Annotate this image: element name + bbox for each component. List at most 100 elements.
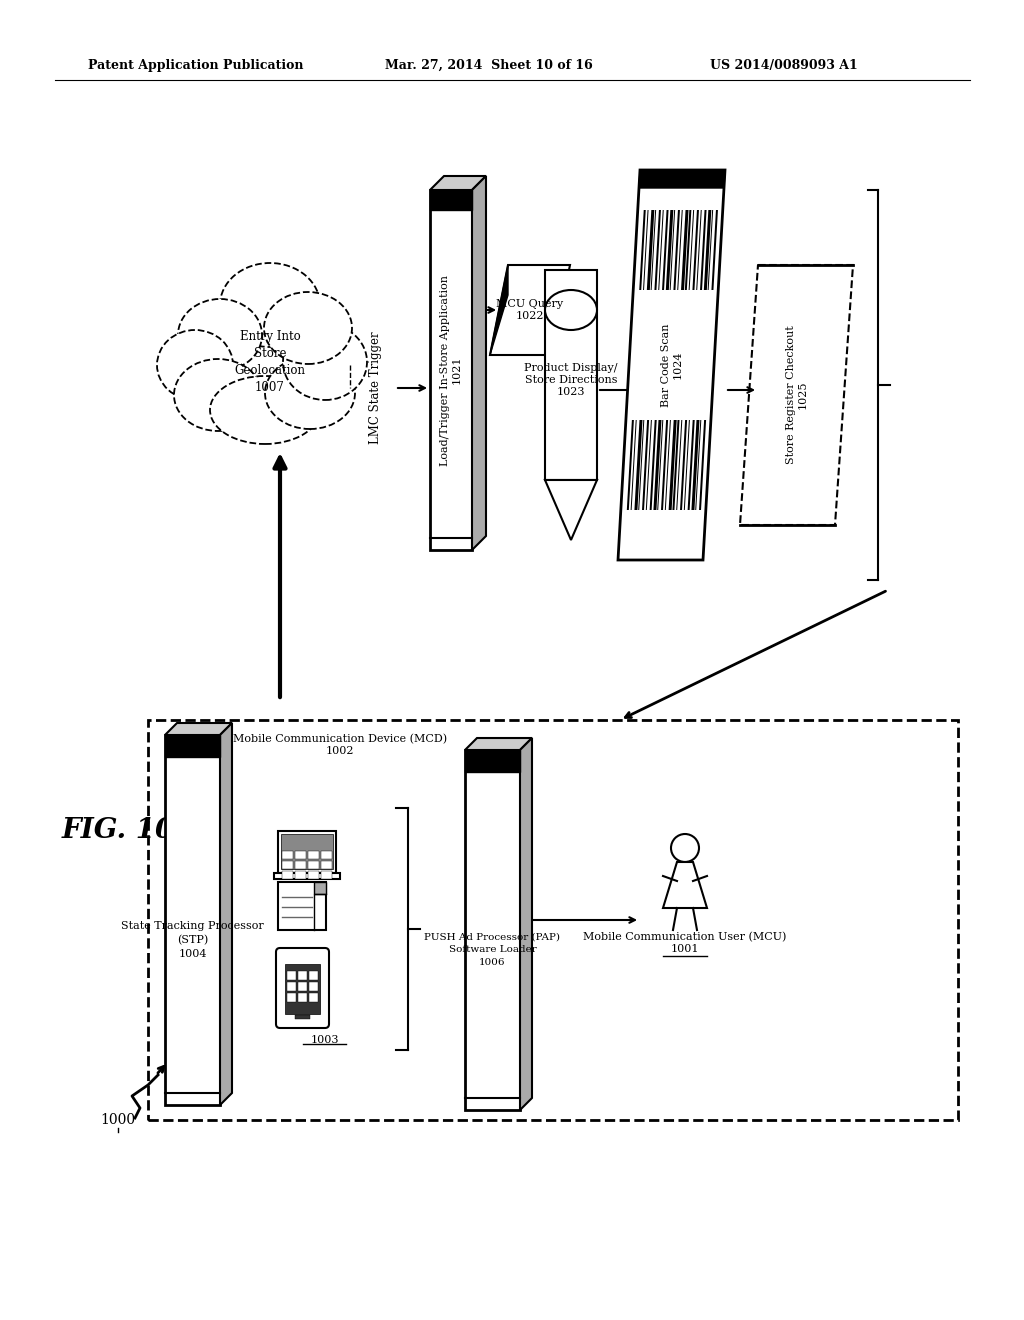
Bar: [282, 851, 293, 859]
Bar: [430, 190, 472, 550]
Polygon shape: [666, 210, 674, 290]
Text: Mar. 27, 2014  Sheet 10 of 16: Mar. 27, 2014 Sheet 10 of 16: [385, 58, 593, 71]
Bar: [282, 861, 293, 869]
FancyBboxPatch shape: [276, 948, 329, 1028]
Polygon shape: [654, 210, 660, 290]
Bar: [430, 190, 472, 210]
Polygon shape: [696, 210, 701, 290]
Bar: [295, 871, 306, 879]
Text: State Tracking Processor
(STP)
1004: State Tracking Processor (STP) 1004: [121, 921, 264, 960]
Bar: [274, 873, 340, 879]
Polygon shape: [430, 176, 486, 190]
Polygon shape: [639, 210, 646, 290]
Polygon shape: [647, 210, 654, 290]
Polygon shape: [490, 265, 508, 355]
Polygon shape: [663, 210, 669, 290]
Polygon shape: [638, 420, 644, 510]
Bar: [309, 993, 318, 1002]
Bar: [165, 735, 220, 756]
Polygon shape: [685, 210, 691, 290]
Polygon shape: [663, 862, 707, 908]
Bar: [321, 871, 332, 879]
Bar: [309, 972, 318, 979]
Bar: [281, 834, 333, 869]
Polygon shape: [712, 210, 718, 290]
Bar: [465, 750, 520, 772]
Polygon shape: [646, 420, 652, 510]
Text: US 2014/0089093 A1: US 2014/0089093 A1: [710, 58, 858, 71]
Polygon shape: [688, 210, 694, 290]
Polygon shape: [670, 210, 675, 290]
Ellipse shape: [265, 356, 355, 429]
Polygon shape: [649, 420, 656, 510]
Polygon shape: [673, 420, 680, 510]
Polygon shape: [699, 420, 707, 510]
Ellipse shape: [220, 263, 319, 347]
Bar: [309, 982, 318, 991]
Text: 1003: 1003: [310, 1035, 339, 1045]
Text: Entry Into
Store
Geolocation
1007: Entry Into Store Geolocation 1007: [234, 330, 305, 393]
Bar: [321, 861, 332, 869]
Text: LMC State Trigger: LMC State Trigger: [369, 331, 382, 445]
Text: Mobile Communication User (MCU)
1001: Mobile Communication User (MCU) 1001: [584, 932, 786, 954]
Polygon shape: [703, 210, 712, 290]
Bar: [295, 1015, 310, 1019]
Polygon shape: [658, 210, 664, 290]
Polygon shape: [677, 210, 683, 290]
Polygon shape: [627, 420, 634, 510]
Polygon shape: [635, 420, 642, 510]
Bar: [282, 871, 293, 879]
Polygon shape: [639, 170, 725, 187]
Polygon shape: [472, 176, 486, 550]
Polygon shape: [692, 210, 699, 290]
Polygon shape: [650, 210, 656, 290]
Polygon shape: [657, 420, 664, 510]
Bar: [287, 993, 296, 1002]
Polygon shape: [165, 723, 232, 735]
Polygon shape: [653, 420, 662, 510]
Polygon shape: [642, 420, 649, 510]
Polygon shape: [669, 420, 677, 510]
Bar: [308, 851, 319, 859]
Bar: [278, 882, 326, 931]
Polygon shape: [740, 265, 853, 525]
Bar: [287, 982, 296, 991]
Bar: [285, 964, 319, 1014]
Polygon shape: [520, 738, 532, 1110]
Polygon shape: [680, 420, 687, 510]
Polygon shape: [708, 210, 713, 290]
Bar: [465, 750, 520, 1110]
Text: 1000: 1000: [100, 1113, 135, 1127]
Polygon shape: [662, 420, 668, 510]
Ellipse shape: [174, 359, 262, 432]
Polygon shape: [618, 170, 725, 560]
Text: Load/Trigger In-Store Application
1021: Load/Trigger In-Store Application 1021: [440, 275, 462, 466]
Polygon shape: [490, 265, 570, 355]
Ellipse shape: [210, 376, 319, 444]
Polygon shape: [674, 210, 680, 290]
Polygon shape: [465, 738, 532, 750]
Ellipse shape: [545, 290, 597, 330]
Polygon shape: [688, 420, 694, 510]
Polygon shape: [643, 210, 648, 290]
Bar: [278, 832, 336, 873]
Bar: [295, 861, 306, 869]
Polygon shape: [314, 882, 326, 894]
Text: MCU Query
1022: MCU Query 1022: [497, 300, 563, 321]
Ellipse shape: [157, 330, 233, 400]
Text: Product Display/
Store Directions
1023: Product Display/ Store Directions 1023: [524, 363, 617, 396]
FancyBboxPatch shape: [545, 271, 597, 480]
Text: PUSH Ad Processor (PAP)
Software Loader
1006: PUSH Ad Processor (PAP) Software Loader …: [425, 933, 560, 968]
Bar: [298, 972, 307, 979]
Circle shape: [671, 834, 699, 862]
Polygon shape: [684, 420, 690, 510]
Polygon shape: [676, 420, 682, 510]
Text: Store Register Checkout
1025: Store Register Checkout 1025: [785, 326, 807, 465]
Ellipse shape: [283, 323, 367, 400]
Bar: [308, 861, 319, 869]
Text: FIG. 10: FIG. 10: [61, 817, 175, 843]
Bar: [298, 982, 307, 991]
Polygon shape: [681, 210, 688, 290]
Polygon shape: [631, 420, 637, 510]
Text: Patent Application Publication: Patent Application Publication: [88, 58, 303, 71]
